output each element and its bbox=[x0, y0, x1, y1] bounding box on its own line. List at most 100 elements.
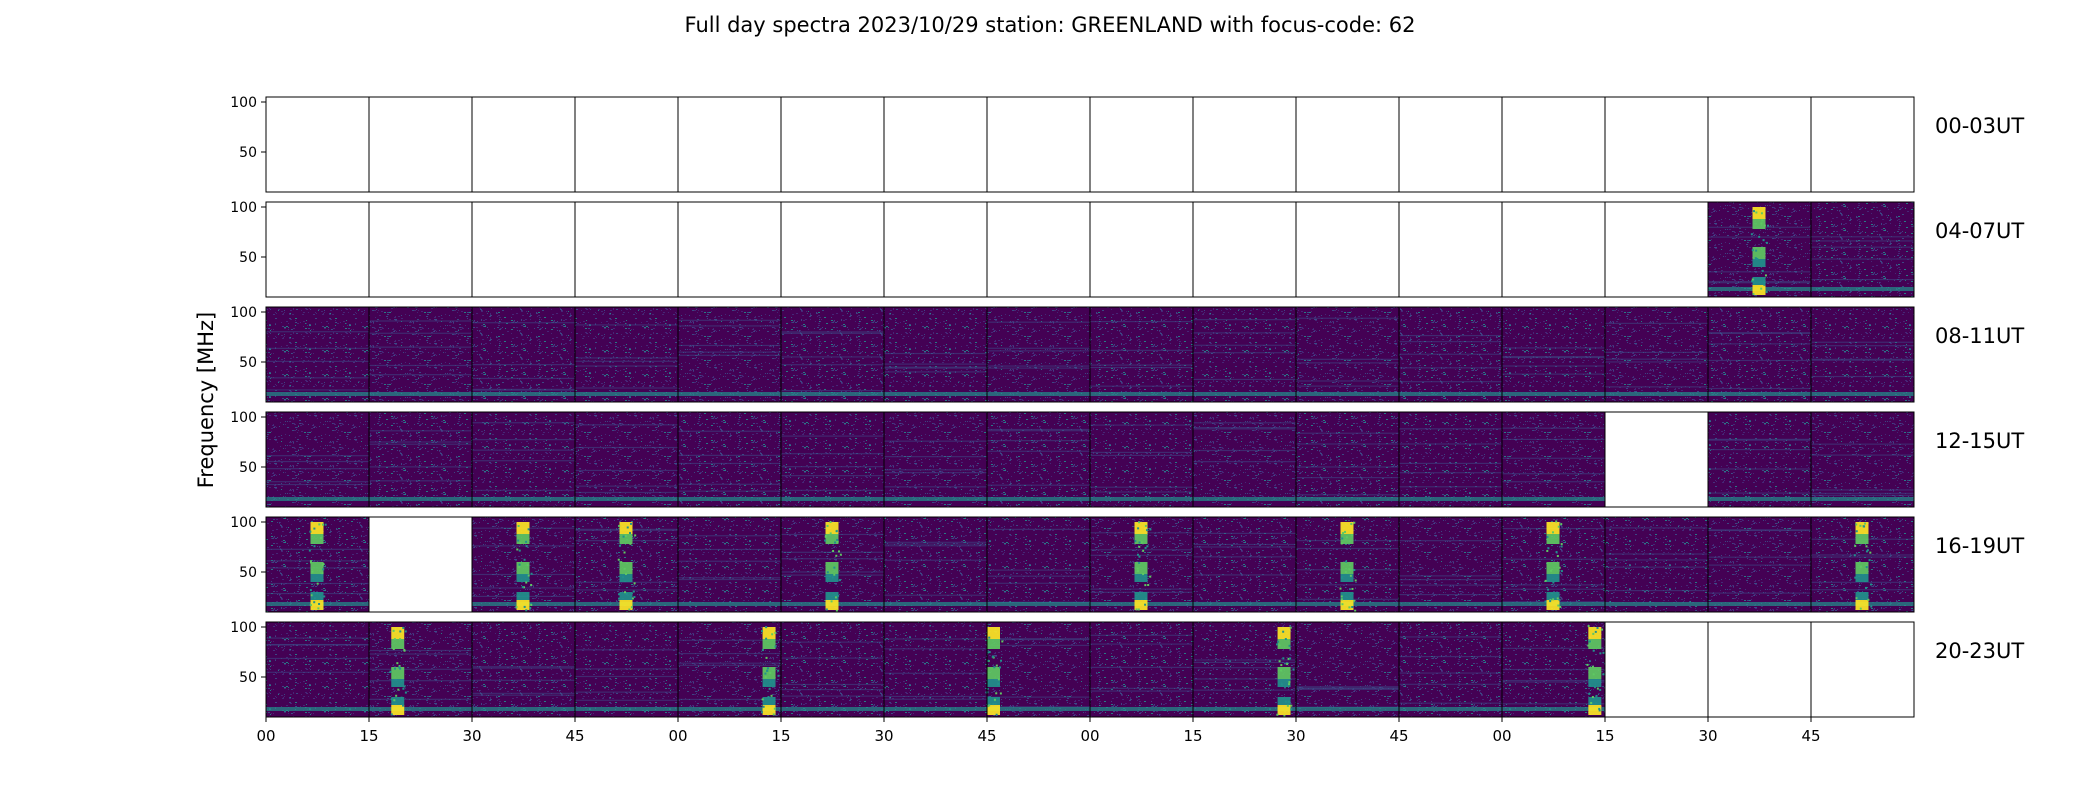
spectrum-panel bbox=[883, 96, 988, 193]
row-labels: 00-03UT 04-07UT 08-11UT 12-15UT 16-19UT 20-23… bbox=[1935, 114, 2024, 663]
y-tick-label: 100 bbox=[230, 410, 257, 426]
spectrum-panel bbox=[265, 411, 370, 508]
spectrum-panel bbox=[1501, 516, 1606, 613]
spectrum-panel bbox=[986, 306, 1091, 403]
spectrum-panel bbox=[986, 516, 1091, 613]
spectrum-panel bbox=[1192, 306, 1297, 403]
panel-frame bbox=[1501, 201, 1606, 298]
radio-burst bbox=[308, 522, 327, 610]
spectrum-noise bbox=[987, 307, 1090, 402]
spectrum-panel bbox=[1604, 201, 1709, 298]
x-tick-label: 15 bbox=[1595, 727, 1614, 745]
spectrum-noise bbox=[678, 517, 781, 612]
spectrum-noise bbox=[987, 622, 1090, 717]
spectrum-panel bbox=[986, 201, 1091, 298]
spectrum-panel bbox=[677, 411, 782, 508]
panel-frame bbox=[1501, 96, 1606, 193]
spectrum-panel bbox=[1604, 306, 1709, 403]
panel-frame bbox=[368, 96, 473, 193]
panel-frame bbox=[986, 201, 1091, 298]
radio-burst bbox=[1275, 626, 1295, 717]
spectrum-noise bbox=[1708, 517, 1811, 612]
spectrum-panel bbox=[471, 516, 576, 613]
spectrum-panel bbox=[574, 516, 679, 613]
spectrum-noise bbox=[575, 307, 678, 402]
panel-frame bbox=[1810, 201, 1915, 298]
panel-frame bbox=[1810, 621, 1915, 718]
x-tick-label: 45 bbox=[977, 727, 996, 745]
panel-frame bbox=[1398, 201, 1503, 298]
radio-burst bbox=[760, 626, 780, 716]
spectra-row: 50 100 bbox=[230, 410, 1915, 508]
panel-frame bbox=[265, 96, 370, 193]
spectrum-panel bbox=[780, 306, 885, 403]
spectrum-noise bbox=[987, 517, 1090, 612]
spectrum-noise bbox=[781, 622, 884, 717]
spectrum-panel bbox=[1192, 96, 1297, 193]
spectrum-noise bbox=[1708, 307, 1811, 402]
spectrum-panel bbox=[1089, 411, 1194, 508]
spectrum-panel bbox=[1295, 411, 1400, 508]
spectrum-noise bbox=[987, 412, 1090, 507]
spectrum-noise bbox=[1193, 307, 1296, 402]
spectrum-panel bbox=[1810, 306, 1915, 403]
spectrum-noise bbox=[1296, 622, 1399, 717]
panel-frame bbox=[986, 96, 1091, 193]
panel-frame bbox=[574, 201, 679, 298]
spectrum-panel bbox=[1604, 411, 1709, 508]
spectrum-panel bbox=[1501, 621, 1606, 718]
y-tick-label: 100 bbox=[230, 515, 257, 531]
panel-frame bbox=[1604, 96, 1709, 193]
spectrum-noise bbox=[884, 622, 987, 717]
x-tick-label: 15 bbox=[359, 727, 378, 745]
spectrum-panel bbox=[1810, 96, 1915, 193]
spectrum-panel bbox=[1501, 201, 1606, 298]
spectrum-panel bbox=[1604, 96, 1709, 193]
spectrum-noise bbox=[1811, 412, 1914, 507]
spectrum-panel bbox=[368, 516, 473, 613]
spectrum-panel bbox=[265, 201, 370, 298]
spectrum-panel bbox=[780, 411, 885, 508]
radio-burst bbox=[1134, 521, 1152, 611]
x-tick-label: 00 bbox=[1080, 727, 1099, 745]
spectrum-panel bbox=[1810, 201, 1915, 298]
spectrum-panel bbox=[677, 621, 782, 718]
panel-frame bbox=[780, 201, 885, 298]
panel-frame bbox=[1810, 411, 1915, 508]
y-tick-label: 50 bbox=[239, 355, 257, 371]
spectrum-panel bbox=[1089, 201, 1194, 298]
x-tick-label: 30 bbox=[1698, 727, 1717, 745]
spectrum-noise bbox=[369, 307, 472, 402]
spectrum-panel bbox=[780, 621, 885, 718]
panel-frame bbox=[1604, 201, 1709, 298]
spectrum-panel bbox=[471, 621, 576, 718]
x-tick-label: 15 bbox=[771, 727, 790, 745]
spectrum-panel bbox=[677, 306, 782, 403]
panel-frame bbox=[1295, 201, 1400, 298]
panel-frame bbox=[471, 201, 576, 298]
panel-frame bbox=[1398, 96, 1503, 193]
spectrum-noise bbox=[1090, 622, 1193, 717]
x-tick-label: 30 bbox=[1286, 727, 1305, 745]
spectra-row: 50 100 bbox=[230, 95, 1915, 193]
spectrum-panel bbox=[1192, 201, 1297, 298]
spectrum-noise bbox=[266, 307, 369, 402]
panel-frame bbox=[574, 96, 679, 193]
radio-burst bbox=[1586, 625, 1605, 715]
spectrum-noise bbox=[1811, 307, 1914, 402]
spectrum-noise bbox=[1090, 412, 1193, 507]
spectrum-panel bbox=[1604, 516, 1709, 613]
row-time-label: 12-15UT bbox=[1935, 429, 2024, 453]
x-axis: 00 15 30 45 00 15 30 45 00 15 30 45 00 15 30 45 bbox=[256, 717, 1821, 745]
y-axis-ticks: 50 100 bbox=[230, 515, 266, 581]
spectrum-panel bbox=[368, 96, 473, 193]
radio-burst bbox=[1544, 520, 1563, 610]
spectra-row: 50 100 bbox=[230, 515, 1915, 613]
spectra-row: 50 100 bbox=[230, 620, 1915, 718]
spectrum-noise bbox=[472, 412, 575, 507]
spectrum-noise bbox=[884, 412, 987, 507]
spectrum-panel bbox=[265, 516, 370, 613]
spectrum-panel bbox=[883, 201, 988, 298]
y-axis-ticks: 50 100 bbox=[230, 410, 266, 476]
